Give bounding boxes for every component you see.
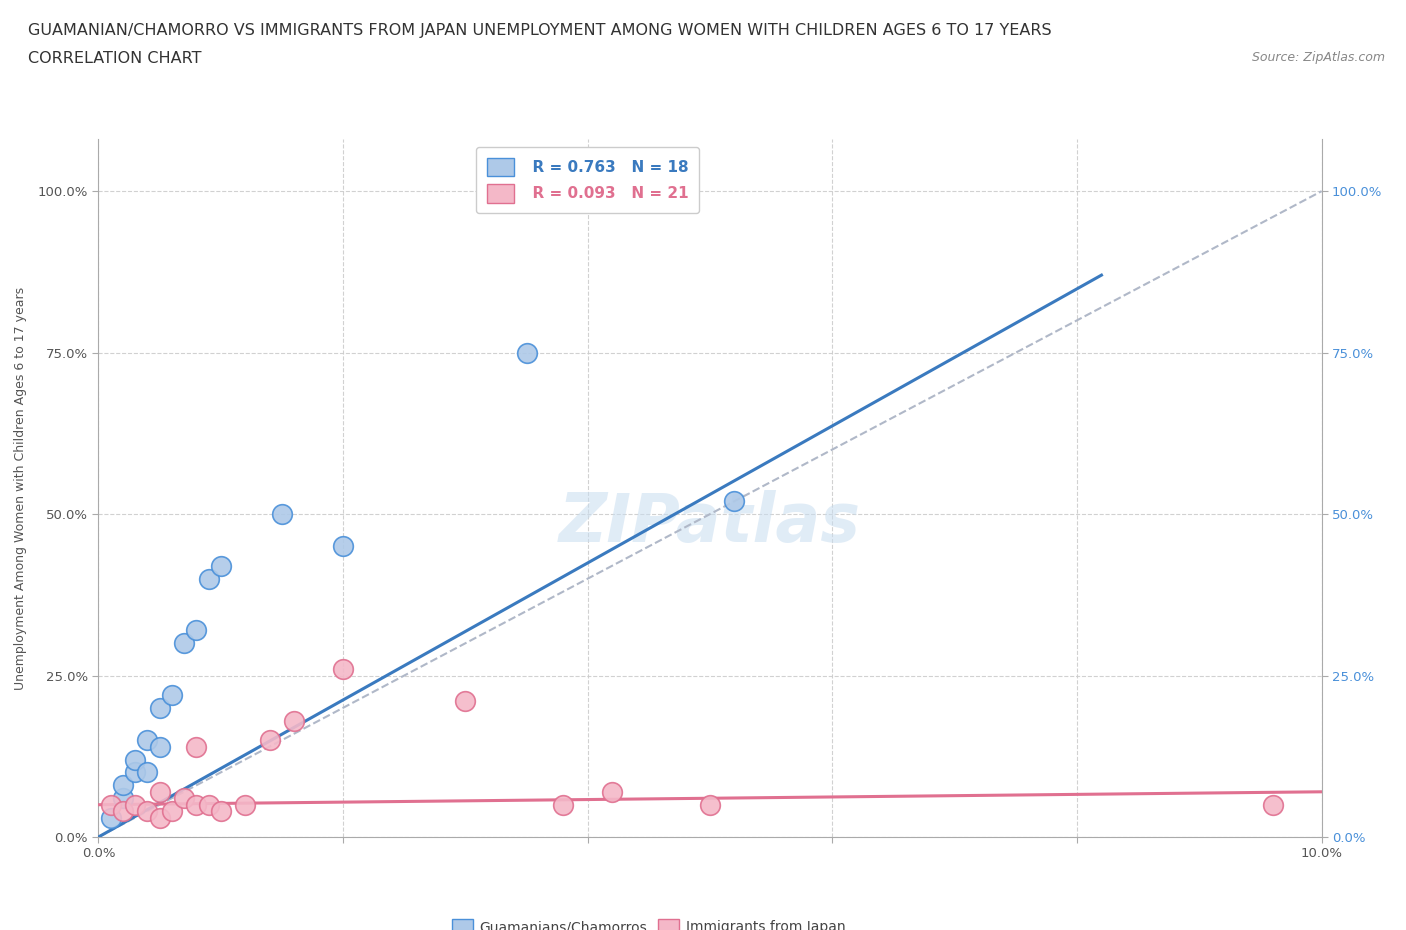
Point	[197, 571, 219, 586]
Point	[600, 784, 623, 799]
Point	[270, 507, 292, 522]
Text: GUAMANIAN/CHAMORRO VS IMMIGRANTS FROM JAPAN UNEMPLOYMENT AMONG WOMEN WITH CHILDR: GUAMANIAN/CHAMORRO VS IMMIGRANTS FROM JA…	[28, 23, 1052, 38]
Point	[100, 797, 122, 812]
Point	[149, 784, 172, 799]
Point	[723, 494, 745, 509]
Point	[283, 713, 305, 728]
Point	[186, 739, 208, 754]
Point	[124, 765, 146, 780]
Point	[136, 804, 159, 818]
Point	[553, 797, 575, 812]
Point	[111, 790, 134, 805]
Legend: Guamanians/Chamorros, Immigrants from Japan: Guamanians/Chamorros, Immigrants from Ja…	[446, 913, 852, 930]
Point	[149, 810, 172, 825]
Y-axis label: Unemployment Among Women with Children Ages 6 to 17 years: Unemployment Among Women with Children A…	[14, 286, 27, 690]
Point	[136, 733, 159, 748]
Point	[332, 661, 354, 676]
Point	[209, 804, 232, 818]
Point	[332, 539, 354, 554]
Point	[173, 790, 195, 805]
Point	[233, 797, 256, 812]
Text: CORRELATION CHART: CORRELATION CHART	[28, 51, 201, 66]
Point	[124, 752, 146, 767]
Point	[209, 558, 232, 573]
Point	[1261, 797, 1284, 812]
Point	[111, 804, 134, 818]
Point	[516, 345, 538, 360]
Point	[699, 797, 721, 812]
Point	[149, 739, 172, 754]
Point	[197, 797, 219, 812]
Point	[124, 797, 146, 812]
Point	[149, 700, 172, 715]
Point	[100, 810, 122, 825]
Point	[259, 733, 281, 748]
Point	[186, 797, 208, 812]
Text: Source: ZipAtlas.com: Source: ZipAtlas.com	[1251, 51, 1385, 64]
Text: ZIPatlas: ZIPatlas	[560, 490, 860, 556]
Point	[136, 765, 159, 780]
Point	[160, 687, 183, 702]
Point	[454, 694, 477, 709]
Point	[173, 636, 195, 651]
Point	[186, 623, 208, 638]
Point	[111, 777, 134, 792]
Point	[160, 804, 183, 818]
